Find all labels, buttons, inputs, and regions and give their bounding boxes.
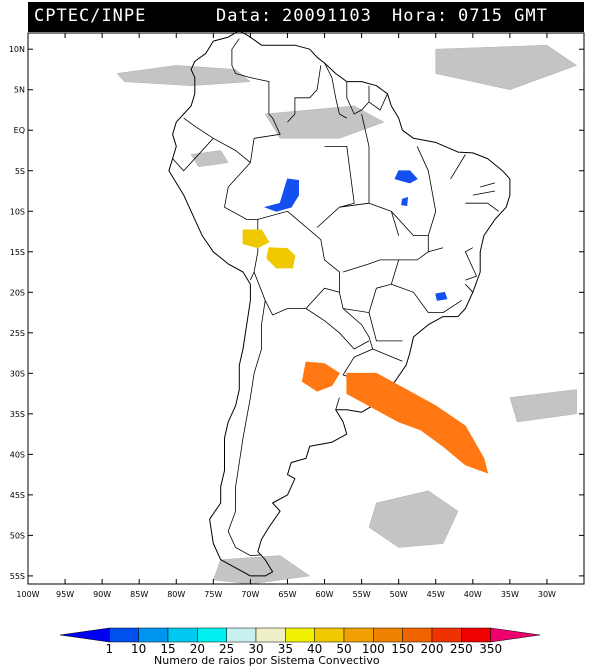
lon-label: 60W: [315, 590, 333, 599]
lat-label: 40S: [10, 450, 25, 459]
south-america-outline: [168, 30, 511, 577]
lon-label: 100W: [16, 590, 39, 599]
minas-system: [435, 291, 448, 301]
colorbar-segment: [461, 627, 491, 643]
date-value: 20091103: [282, 6, 372, 26]
colorbar-tick-label: 50: [336, 642, 351, 656]
colorbar-tick-label: 350: [479, 642, 502, 656]
lon-label: 75W: [204, 590, 222, 599]
hour-label: Hora:: [392, 6, 449, 26]
lon-label: 90W: [93, 590, 111, 599]
colorbar-segment: [138, 627, 169, 643]
hour-value: 0715 GMT: [458, 6, 548, 26]
lat-label: 20S: [10, 288, 25, 297]
lon-label: 40W: [464, 590, 482, 599]
cloud-tierra-del-fuego: [212, 555, 311, 585]
colorbar-tick-label: 200: [421, 642, 444, 656]
colorbar-tick-label: 10: [131, 642, 146, 656]
colorbar-segment: [109, 627, 139, 643]
lat-label: 5N: [14, 86, 25, 95]
colorbar-segment: [59, 627, 110, 643]
maranhao-south-system: [401, 196, 409, 207]
axis-layer: 10N 5N EQ 5S 10S 15S 20S 25S 30S 35S 40S 45S 50S 55S 1…: [9, 33, 584, 599]
maranhao-system: [394, 170, 418, 184]
colorbar-tick-label: 35: [278, 642, 293, 656]
lon-label: 55W: [353, 590, 371, 599]
country-borders: [172, 38, 499, 557]
cloud-caribbean: [116, 65, 252, 86]
lon-label: 85W: [130, 590, 148, 599]
map-frame: [27, 32, 585, 585]
colorbar-tick-label: 30: [248, 642, 263, 656]
colorbar-segment: [314, 627, 345, 643]
lon-label: 30W: [538, 590, 556, 599]
lon-label: 35W: [501, 590, 519, 599]
argentina-system: [301, 361, 340, 392]
colorbar-segment: [255, 627, 286, 643]
date-label: Data:: [216, 6, 273, 26]
bolivia-system-1: [242, 229, 270, 249]
source-label: CPTEC/INPE: [34, 6, 147, 26]
colorbar-tick-label: 1: [106, 642, 114, 656]
colorbar-segment: [343, 627, 374, 643]
lat-label: 5S: [15, 167, 25, 176]
cloud-atlantic-north: [435, 44, 578, 90]
colorbar-label: Numero de raios por Sistema Convectivo: [154, 654, 380, 667]
lat-label: 35S: [10, 410, 25, 419]
colorbar-tick-label: 25: [219, 642, 234, 656]
colorbar-tick-label: 15: [160, 642, 175, 656]
lon-label: 50W: [390, 590, 408, 599]
colorbar-tick-label: 100: [362, 642, 385, 656]
colorbar-segment: [285, 627, 315, 643]
south-atlantic-system: [346, 372, 489, 474]
colorbar-tick-label: 20: [190, 642, 205, 656]
lat-label: 10N: [9, 45, 25, 54]
colorbar: 1 10 15 20 25 30 35 40 50 100 150 200 250 350: [59, 627, 541, 656]
cloud-colombia-coast: [190, 150, 229, 167]
bolivia-system-2: [266, 247, 296, 269]
convective-systems-layer: [242, 170, 489, 474]
colorbar-tick-label: 250: [450, 642, 473, 656]
lon-label: 65W: [278, 590, 296, 599]
colorbar-segment: [402, 627, 433, 643]
lat-label: 50S: [10, 531, 25, 540]
header-bar: CPTEC/INPE Data: 20091103 Hora: 0715 GMT: [28, 2, 584, 32]
colorbar-segment: [490, 627, 541, 643]
colorbar-segment: [373, 627, 403, 643]
cloud-south-atlantic: [509, 389, 577, 423]
lat-label: 55S: [10, 572, 25, 581]
lon-label: 45W: [427, 590, 445, 599]
colorbar-segment: [226, 627, 257, 643]
colorbar-segment: [167, 627, 198, 643]
lat-label: 10S: [10, 207, 25, 216]
colorbar-segment: [197, 627, 227, 643]
lat-label: 15S: [10, 248, 25, 257]
lon-label: 95W: [56, 590, 74, 599]
lat-label: EQ: [14, 126, 25, 135]
colorbar-tick-label: 40: [307, 642, 322, 656]
lat-label: 30S: [10, 369, 25, 378]
amazon-west-system: [263, 178, 300, 212]
land-layer: [168, 30, 511, 577]
colorbar-tick-label: 150: [391, 642, 414, 656]
lon-label: 70W: [241, 590, 259, 599]
lat-label: 45S: [10, 491, 25, 500]
lon-label: 80W: [167, 590, 185, 599]
cloud-layer: [116, 44, 578, 585]
cloud-patagonia-east: [368, 490, 459, 548]
colorbar-segment: [431, 627, 462, 643]
lat-label: 25S: [10, 329, 25, 338]
